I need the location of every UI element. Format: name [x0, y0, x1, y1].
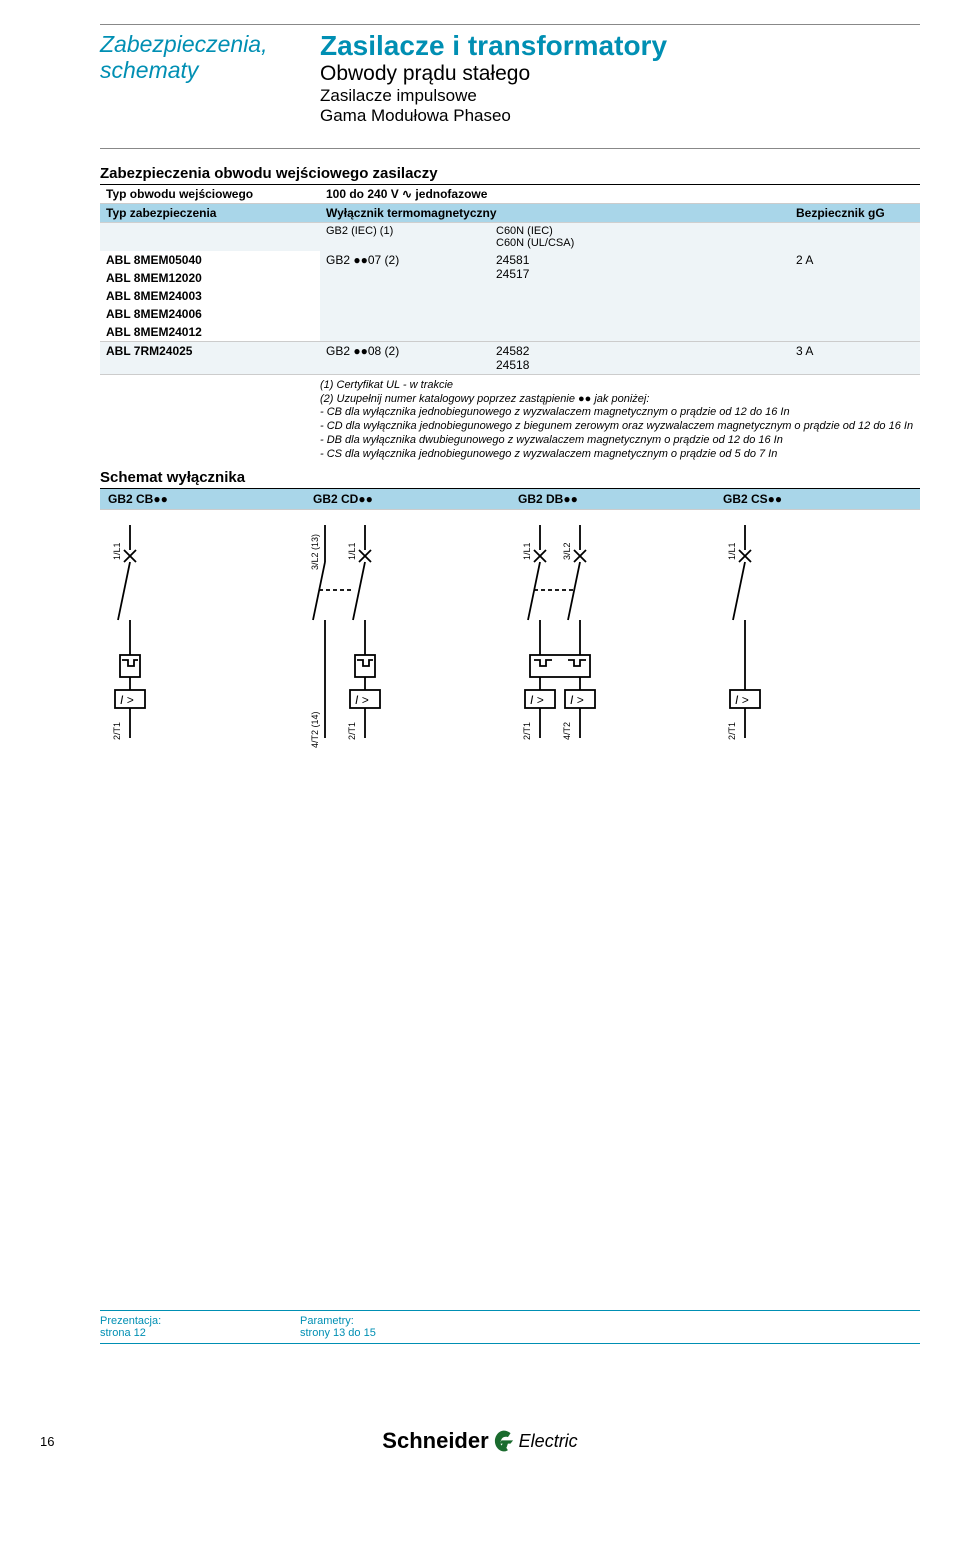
schneider-logo: Schneider Electric: [382, 1428, 577, 1454]
diag-title-2: GB2 DB●●: [510, 489, 715, 510]
block1-fuse: 2 A: [790, 251, 920, 342]
footer-prez-label: Prezentacja:: [100, 1315, 300, 1327]
lbl-db-t2: 4/T2: [562, 722, 572, 740]
lbl-db-l1: 1/L1: [522, 543, 532, 561]
footer-param-value: strony 13 do 15: [300, 1327, 500, 1339]
note-3: - CB dla wyłącznika jednobiegunowego z w…: [320, 406, 920, 420]
row-protection-fuse: Bezpiecznik gG: [790, 203, 920, 222]
lbl-cd-t1: 2/T1: [347, 722, 357, 740]
lbl-cd-l1: 1/L1: [347, 543, 357, 561]
diagram-cb: 1/L1 2/T1 I >: [100, 510, 305, 770]
lbl-cd-t2: 4/T2 (14): [310, 712, 320, 749]
diag-title-0: GB2 CB●●: [100, 489, 305, 510]
row-protection-thermomag: Wyłącznik termomagnetyczny: [320, 203, 790, 222]
header-left-line1: Zabezpieczenia,: [100, 31, 268, 57]
iec-gb2: GB2 (IEC) (1): [320, 222, 490, 251]
prod-4: ABL 8MEM24012: [100, 323, 320, 342]
diag-title-3: GB2 CS●●: [715, 489, 920, 510]
iec-c60n-b: C60N (UL/CSA): [496, 237, 784, 249]
svg-text:I >: I >: [735, 693, 749, 707]
lbl-cb-l1: 1/L1: [112, 543, 122, 561]
notes-block: (1) Certyfikat UL - w trakcie (2) Uzupeł…: [100, 379, 920, 462]
doc-title: Zasilacze i transformatory: [320, 31, 920, 62]
lbl-cd-l2: 3/L2 (13): [310, 534, 320, 570]
diagram-cd: 3/L2 (13) 1/L1 4/T2 (14) 2/T1: [305, 510, 510, 770]
svg-cd: I >: [305, 510, 510, 750]
block2-gb2: GB2 ●●08 (2): [320, 341, 490, 374]
header-right: Zasilacze i transformatory Obwody prądu …: [320, 31, 920, 126]
protection-table: Typ obwodu wejściowego 100 do 240 V ∿ je…: [100, 185, 920, 375]
page-number: 16: [40, 1434, 100, 1449]
footer-param: Parametry: strony 13 do 15: [300, 1315, 500, 1339]
note-2: (2) Uzupełnij numer katalogowy poprzez z…: [320, 393, 920, 407]
note-1: (1) Certyfikat UL - w trakcie: [320, 379, 920, 393]
svg-text:I >: I >: [570, 693, 584, 707]
lbl-cs-l1: 1/L1: [727, 543, 737, 561]
lbl-cs-t1: 2/T1: [727, 722, 737, 740]
diagram-cs: 1/L1 2/T1 I >: [715, 510, 920, 770]
note-5: - DB dla wyłącznika dwubiegunowego z wyz…: [320, 434, 920, 448]
row-protection-label: Typ zabezpieczenia: [100, 203, 320, 222]
svg-text:I >: I >: [530, 693, 544, 707]
doc-subtitle-1: Obwody prądu stałego: [320, 62, 920, 86]
note-6: - CS dla wyłącznika jednobiegunowego z w…: [320, 448, 920, 462]
diagram-db: 1/L1 3/L2 2/T1 4/T2: [510, 510, 715, 770]
footer-prez-value: strona 12: [100, 1327, 300, 1339]
doc-subtitle-3: Gama Modułowa Phaseo: [320, 106, 920, 126]
page-header: Zabezpieczenia, schematy Zasilacze i tra…: [100, 24, 920, 126]
header-left: Zabezpieczenia, schematy: [100, 31, 320, 126]
svg-cs: I >: [715, 510, 920, 750]
logo-icon: [491, 1428, 517, 1454]
block2-c60n: 24582 24518: [490, 341, 790, 374]
row-input-type-value: 100 do 240 V ∿ jednofazowe: [320, 185, 920, 204]
lbl-db-l2: 3/L2: [562, 543, 572, 561]
iec-c60n-a: C60N (IEC): [496, 225, 784, 237]
block2-fuse: 3 A: [790, 341, 920, 374]
svg-cb: I >: [100, 510, 305, 750]
footer-prez: Prezentacja: strona 12: [100, 1315, 300, 1339]
footer-bottom: 16 Schneider Electric: [0, 1420, 960, 1466]
block1-gb2: GB2 ●●07 (2): [320, 251, 490, 342]
prod-3: ABL 8MEM24006: [100, 305, 320, 323]
diag-title-1: GB2 CD●●: [305, 489, 510, 510]
doc-subtitle-2: Zasilacze impulsowe: [320, 86, 920, 106]
row-input-type-label: Typ obwodu wejściowego: [100, 185, 320, 204]
header-left-line2: schematy: [100, 57, 198, 83]
logo-text-2: Electric: [519, 1431, 578, 1452]
section-2-title: Schemat wyłącznika: [100, 469, 920, 489]
lbl-cb-t1: 2/T1: [112, 722, 122, 740]
lbl-db-t1: 2/T1: [522, 722, 532, 740]
block1-c60n: 24581 24517: [490, 251, 790, 342]
diagrams-row: 1/L1 2/T1 I > 3/L2 (13) 1: [100, 510, 920, 770]
svg-db: I > I >: [510, 510, 715, 750]
logo-text-1: Schneider: [382, 1428, 488, 1454]
prod-0: ABL 8MEM05040: [100, 251, 320, 269]
separator: [100, 148, 920, 149]
footer-param-label: Parametry:: [300, 1315, 500, 1327]
prod-5: ABL 7RM24025: [100, 341, 320, 374]
prod-1: ABL 8MEM12020: [100, 269, 320, 287]
diagram-header-row: GB2 CB●● GB2 CD●● GB2 DB●● GB2 CS●●: [100, 489, 920, 510]
note-4: - CD dla wyłącznika jednobiegunowego z b…: [320, 420, 920, 434]
svg-text:I >: I >: [355, 693, 369, 707]
prod-2: ABL 8MEM24003: [100, 287, 320, 305]
footer-nav: Prezentacja: strona 12 Parametry: strony…: [100, 1310, 920, 1344]
blank-space: [100, 770, 920, 1310]
iec-c60n: C60N (IEC) C60N (UL/CSA): [490, 222, 790, 251]
svg-text:I >: I >: [120, 693, 134, 707]
section-1-title: Zabezpieczenia obwodu wejściowego zasila…: [100, 165, 920, 185]
